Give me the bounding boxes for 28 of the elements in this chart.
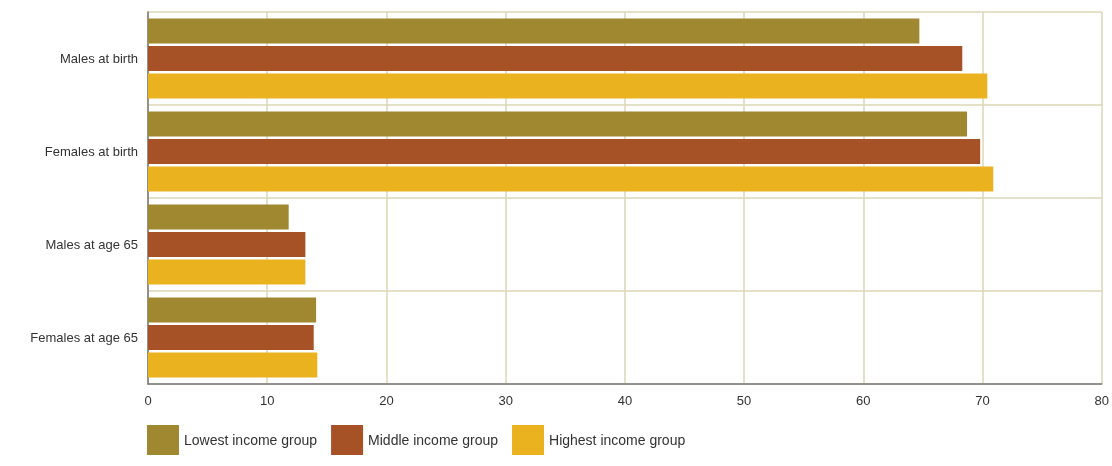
legend-label: Middle income group [368,432,499,448]
y-tick-label: Females at birth [44,144,138,159]
legend-label: Lowest income group [184,432,318,448]
x-tick-label: 60 [856,393,871,408]
bar [148,325,314,350]
bar [148,111,968,137]
legend-label: Highest income group [549,432,686,448]
bar [148,259,306,285]
bar [148,166,994,192]
x-tick-label: 30 [498,393,513,408]
x-tick-label: 0 [144,393,152,408]
bar [148,46,963,71]
bar [148,204,289,230]
bar [148,139,981,164]
x-tick-label: 50 [736,393,752,408]
bar [148,297,317,323]
x-tick-label: 20 [379,393,394,408]
y-tick-label: Males at birth [59,51,138,66]
y-tick-label: Males at age 65 [45,237,138,252]
bar [148,232,306,257]
x-tick-label: 40 [617,393,633,408]
y-tick-label: Females at age 65 [30,330,138,345]
x-tick-label: 10 [259,393,275,408]
bar [148,73,988,99]
bar [148,352,318,378]
x-tick-label: 80 [1094,393,1109,408]
x-tick-label: 70 [975,393,990,408]
bar [148,18,920,44]
